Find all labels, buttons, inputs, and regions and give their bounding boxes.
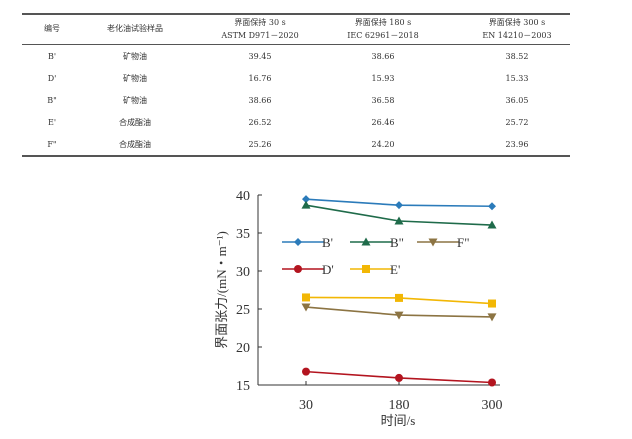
y-tick-label: 35 xyxy=(236,227,250,242)
legend-label: B" xyxy=(390,235,404,250)
legend-label: E' xyxy=(390,262,400,277)
table-cell: 39.45 xyxy=(248,52,272,61)
header-line: 编号 xyxy=(44,24,60,33)
table-cell: 15.33 xyxy=(505,74,529,83)
header-line: 界面保持 300 s xyxy=(488,18,546,27)
data-point xyxy=(395,293,403,302)
data-point xyxy=(394,216,404,225)
x-tick-label: 300 xyxy=(482,398,503,413)
y-tick-label: 40 xyxy=(236,189,250,204)
table-cell: 矿物油 xyxy=(123,74,147,83)
header-line: IEC 62961－2018 xyxy=(347,31,419,40)
header-line: EN 14210－2003 xyxy=(482,31,552,40)
table-cell: 38.52 xyxy=(505,52,529,61)
column-header: 界面保持 300 s EN 14210－2003 xyxy=(482,16,551,42)
y-tick-label: 25 xyxy=(236,303,250,318)
table-cell: 24.20 xyxy=(371,140,395,149)
y-tick-label: 20 xyxy=(236,341,250,356)
y-tick-label: 15 xyxy=(236,379,250,394)
table-cell: D' xyxy=(47,74,57,83)
table-cell: 38.66 xyxy=(248,96,272,105)
table-rule xyxy=(22,13,570,15)
table-cell: 25.26 xyxy=(248,140,272,149)
table-cell: 矿物油 xyxy=(123,96,147,105)
data-point xyxy=(488,202,496,211)
data-point xyxy=(488,299,496,308)
x-axis-label: 时间/s xyxy=(381,413,416,428)
table-cell: 合成酯油 xyxy=(119,118,151,127)
table-cell: 15.93 xyxy=(371,74,395,83)
data-point xyxy=(301,303,311,312)
header-line: 界面保持 180 s xyxy=(354,18,412,27)
table-cell: 36.05 xyxy=(505,96,529,105)
legend-marker xyxy=(294,265,302,273)
header-line: 界面保持 30 s xyxy=(234,18,286,27)
y-tick-label: 30 xyxy=(236,265,250,280)
data-point xyxy=(487,220,497,229)
table-cell: 合成酯油 xyxy=(119,140,151,149)
table-cell: 36.58 xyxy=(371,96,395,105)
legend-label: D' xyxy=(322,262,334,277)
table-cell: 26.46 xyxy=(371,118,395,127)
column-header: 老化油试验样品 xyxy=(107,22,163,35)
legend-marker xyxy=(361,237,371,246)
legend-marker xyxy=(362,265,370,273)
data-point xyxy=(487,313,497,322)
column-header: 界面保持 180 s IEC 62961－2018 xyxy=(347,16,418,42)
data-point xyxy=(395,373,403,382)
table-cell: 25.72 xyxy=(505,118,529,127)
table-cell: B' xyxy=(47,52,57,61)
data-point xyxy=(394,311,404,320)
legend-marker xyxy=(294,238,302,246)
table-cell: E' xyxy=(47,118,57,127)
column-header: 编号 xyxy=(44,22,60,35)
table-cell: F" xyxy=(47,140,57,149)
data-point xyxy=(302,293,310,302)
header-line: ASTM D971－2020 xyxy=(221,31,299,40)
data-point xyxy=(488,378,496,387)
column-header: 界面保持 30 s ASTM D971－2020 xyxy=(221,16,298,42)
table-cell: 38.66 xyxy=(371,52,395,61)
header-line: 老化油试验样品 xyxy=(107,24,163,33)
data-point xyxy=(395,201,403,210)
table-cell: 23.96 xyxy=(505,140,529,149)
legend-label: B' xyxy=(322,235,333,250)
table-rule xyxy=(22,155,570,157)
table-rule xyxy=(22,44,570,45)
legend-label: F" xyxy=(457,235,470,250)
data-point xyxy=(302,195,310,204)
x-tick-label: 180 xyxy=(389,398,410,413)
table-cell: 矿物油 xyxy=(123,52,147,61)
x-tick-label: 30 xyxy=(299,398,313,413)
y-axis-label: 界面张力/(mN・m⁻¹) xyxy=(214,231,229,349)
legend-marker xyxy=(428,238,438,247)
data-point xyxy=(302,367,310,376)
table-cell: B" xyxy=(47,96,57,105)
table-cell: 26.52 xyxy=(248,118,272,127)
data-point xyxy=(301,200,311,209)
table-cell: 16.76 xyxy=(248,74,272,83)
